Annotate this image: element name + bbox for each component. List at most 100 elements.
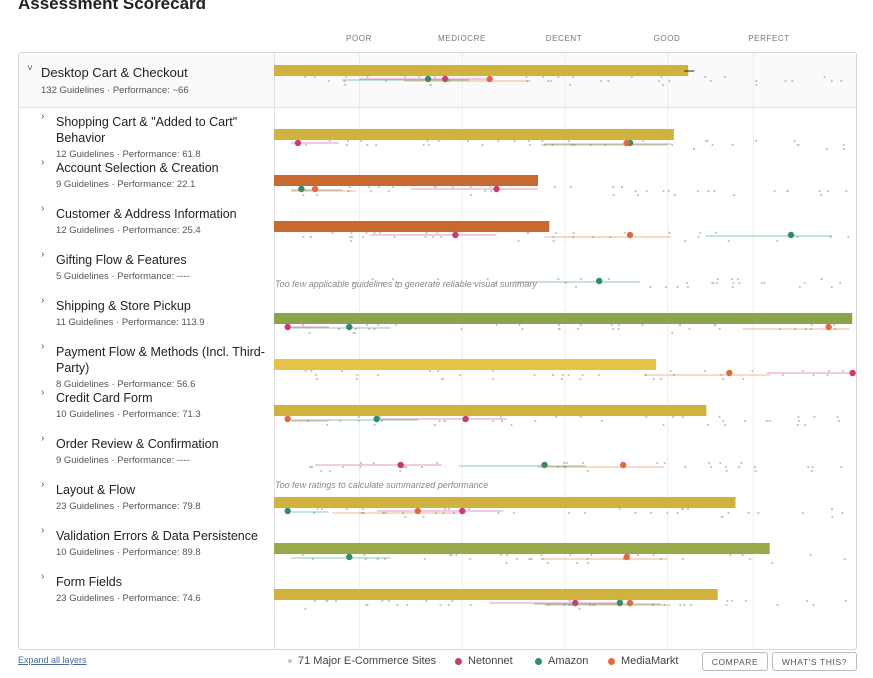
site-dot <box>387 189 390 193</box>
site-dot <box>481 143 484 147</box>
site-dot <box>527 231 530 235</box>
site-dot <box>360 139 363 143</box>
mediamarkt-marker <box>486 75 493 83</box>
site-dot <box>727 239 730 243</box>
site-dot <box>657 79 661 83</box>
site-dot <box>688 327 691 331</box>
site-dot <box>533 373 536 377</box>
chevron-right-icon[interactable]: › <box>41 341 45 352</box>
legend-mediamarkt-label: MediaMarkt <box>621 655 679 667</box>
site-dot <box>377 185 380 189</box>
site-dot <box>497 511 500 515</box>
site-dot <box>334 599 337 603</box>
chevron-right-icon[interactable]: › <box>41 525 45 536</box>
site-dot <box>366 323 369 327</box>
site-dot <box>649 285 652 289</box>
site-dot <box>434 185 437 189</box>
site-dot <box>730 277 733 281</box>
site-dot <box>310 235 313 239</box>
site-dot <box>617 327 620 331</box>
site-dot <box>731 143 734 147</box>
site-dot <box>359 461 363 465</box>
site-dot <box>623 231 626 235</box>
site-dot <box>598 373 601 377</box>
site-dot <box>781 373 784 377</box>
chevron-right-icon[interactable]: › <box>41 433 45 444</box>
site-dot <box>586 469 590 473</box>
site-dot <box>554 231 558 235</box>
site-dot <box>470 193 473 197</box>
site-dot <box>743 419 747 423</box>
site-dot <box>460 327 463 331</box>
site-dot <box>579 277 583 281</box>
site-dot <box>840 79 843 83</box>
performance-bar <box>274 405 707 416</box>
legend-mediamarkt-dot-icon <box>608 657 615 665</box>
site-dot <box>811 465 814 469</box>
site-dot <box>820 277 823 281</box>
site-dot <box>679 603 682 607</box>
site-dot <box>667 189 670 193</box>
site-dot <box>839 281 842 285</box>
chevron-right-icon[interactable]: › <box>41 571 45 582</box>
site-dot <box>541 75 545 79</box>
site-dot <box>366 143 369 147</box>
site-dot <box>773 189 776 193</box>
site-dot <box>433 75 437 79</box>
site-dot <box>393 235 396 239</box>
site-dot <box>582 461 585 465</box>
chevron-right-icon[interactable]: › <box>41 111 45 122</box>
site-dot <box>355 377 358 381</box>
category-meta: 9 Guidelines · Performance: ---- <box>56 455 190 466</box>
mediamarkt-marker <box>620 461 627 469</box>
site-dot <box>326 423 329 427</box>
site-dot <box>346 139 350 143</box>
site-dot <box>725 469 728 473</box>
site-dot <box>552 239 555 243</box>
chevron-right-icon[interactable]: › <box>41 387 45 398</box>
site-dot <box>403 75 407 79</box>
legend-netonnet-dot-icon <box>455 657 462 665</box>
site-dot <box>304 75 307 79</box>
site-dot <box>718 327 721 331</box>
chevron-right-icon[interactable]: › <box>41 157 45 168</box>
site-dot <box>396 603 399 607</box>
amazon-marker <box>373 415 380 423</box>
site-dot <box>492 369 495 373</box>
mediamarkt-marker <box>623 553 630 561</box>
site-dot <box>399 469 402 473</box>
site-dot <box>662 83 665 87</box>
chevron-right-icon[interactable]: › <box>41 295 45 306</box>
site-dot <box>540 553 543 557</box>
site-dot <box>754 465 757 469</box>
category-meta: 11 Guidelines · Performance: 113.9 <box>56 317 205 328</box>
site-dot <box>512 511 516 515</box>
site-dot <box>827 189 830 193</box>
site-dot <box>722 419 725 423</box>
site-dot <box>727 511 730 515</box>
chevron-right-icon[interactable]: › <box>41 203 45 214</box>
chevron-right-icon[interactable]: › <box>41 479 45 490</box>
site-dot <box>804 423 807 427</box>
category-meta: 8 Guidelines · Performance: 56.6 <box>56 379 196 390</box>
chevron-down-icon[interactable]: ˅ <box>27 63 33 74</box>
amazon-marker <box>346 553 353 561</box>
site-dot <box>466 139 469 143</box>
site-dot <box>634 511 637 515</box>
whats-this-button[interactable]: WHAT'S THIS? <box>772 652 857 671</box>
site-dot <box>637 553 640 557</box>
site-dot <box>636 193 640 197</box>
mediamarkt-marker <box>414 507 421 515</box>
site-dot <box>363 553 366 557</box>
site-dot <box>376 373 379 377</box>
site-dot <box>726 599 729 603</box>
site-dot <box>684 465 687 469</box>
site-dot <box>600 419 603 423</box>
compare-button[interactable]: COMPARE <box>702 652 768 671</box>
site-dot <box>687 507 690 511</box>
chevron-right-icon[interactable]: › <box>41 249 45 260</box>
site-dot <box>607 277 611 281</box>
expand-all-link[interactable]: Expand all layers <box>18 655 87 665</box>
category-meta: 10 Guidelines · Performance: 71.3 <box>56 409 201 420</box>
site-dot <box>497 139 500 143</box>
